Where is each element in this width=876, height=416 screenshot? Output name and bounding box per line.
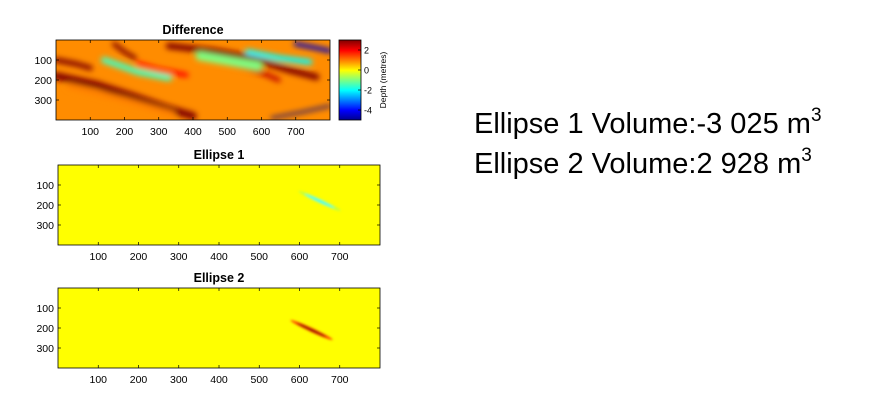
colorbar: 2 0 -2 -4 Depth (metres): [338, 39, 388, 121]
colorbar-tick-label: -2: [364, 86, 372, 96]
x-tick-label: 100: [89, 251, 107, 263]
x-tick-label: 700: [331, 374, 349, 386]
heatmap-band-10: [245, 49, 313, 65]
ellipse-2-volume-text: Ellipse 2 Volume:2 928 m3: [474, 145, 812, 181]
heatmap-bands: [56, 41, 330, 120]
heatmap-background: [58, 288, 380, 368]
colorbar-label: Depth (metres): [378, 51, 388, 108]
panel-title: Difference: [162, 23, 223, 37]
x-tick-label: 500: [250, 251, 268, 263]
colorbar-tick-label: 0: [364, 66, 369, 76]
heatmap-band-1: [56, 72, 197, 120]
y-tick-label: 300: [36, 220, 54, 232]
x-tick-label: 400: [210, 251, 228, 263]
y-tick-label: 300: [34, 95, 52, 107]
colorbar-tick-label: 2: [364, 46, 369, 56]
colorbar-gradient: [338, 39, 362, 121]
x-tick-label: 700: [287, 126, 305, 138]
ellipse-anomaly: [290, 319, 333, 341]
panel-title: Ellipse 1: [194, 148, 245, 162]
heatmap-band-2: [56, 57, 93, 71]
ellipse-2-volume-label: Ellipse 2 Volume:: [474, 148, 697, 180]
ellipse-1-volume-unit: m: [786, 108, 811, 140]
heatmap-band-12: [270, 104, 330, 120]
ellipse-1-volume-text: Ellipse 1 Volume:-3 025 m3: [474, 105, 822, 141]
panel-2: Ellipse 1 100 200 300 400 500 600 700 100 200 300: [36, 148, 381, 263]
panel-1: Difference 100 200 300 400 500 600 700 100 200 300…: [34, 23, 388, 138]
x-tick-label: 500: [250, 374, 268, 386]
y-tick-label: 200: [36, 323, 54, 335]
ellipse-core: [296, 323, 327, 337]
x-tick-label: 300: [170, 374, 188, 386]
heatmap-band-7: [66, 83, 176, 117]
heatmap-background: [56, 40, 330, 120]
ellipse-core: [304, 194, 335, 208]
ellipse-2-volume-value: 2 928: [696, 148, 770, 180]
heatmap-field: [290, 319, 333, 341]
y-tick-label: 300: [36, 343, 54, 355]
ellipse-1-volume-label: Ellipse 1 Volume:: [474, 108, 697, 140]
heatmap-field: [56, 41, 330, 120]
x-tick-label: 100: [81, 126, 99, 138]
heatmap-band-9: [195, 51, 263, 71]
x-tick-label: 400: [184, 126, 202, 138]
y-tick-label: 200: [36, 200, 54, 212]
y-tick-label: 100: [36, 180, 54, 192]
ellipse-1-volume-exponent: 3: [810, 105, 822, 126]
x-tick-label: 500: [218, 126, 236, 138]
x-tick-label: 600: [253, 126, 271, 138]
heatmap-field: [298, 190, 341, 212]
ellipse-1-volume-value: -3 025: [696, 108, 779, 140]
ellipse-2-volume-exponent: 3: [801, 145, 812, 166]
x-tick-label: 300: [170, 251, 188, 263]
ellipse-2-volume-unit: m: [777, 148, 802, 180]
panel-3: Ellipse 2 100 200 300 400 500 600 700 100 200 300: [36, 271, 381, 386]
heatmap-band-4: [165, 42, 320, 81]
x-tick-label: 700: [331, 251, 349, 263]
heatmap-band-11: [293, 41, 330, 54]
x-tick-label: 300: [150, 126, 168, 138]
x-tick-label: 600: [291, 374, 309, 386]
x-tick-label: 400: [210, 374, 228, 386]
y-tick-label: 100: [34, 55, 52, 67]
heatmap-band-8: [101, 57, 172, 81]
x-tick-label: 600: [291, 251, 309, 263]
colorbar-tick-label: -4: [364, 106, 372, 116]
x-tick-label: 200: [116, 126, 134, 138]
x-tick-label: 200: [130, 374, 148, 386]
ellipse-anomaly: [298, 190, 341, 212]
x-tick-label: 200: [130, 251, 148, 263]
heatmap-band-6: [135, 61, 189, 78]
panels-layer: Difference 100 200 300 400 500 600 700 100 200 300…: [34, 23, 388, 386]
heatmap-band-3: [112, 41, 137, 61]
x-tick-label: 100: [89, 374, 107, 386]
y-tick-label: 100: [36, 303, 54, 315]
panel-title: Ellipse 2: [194, 271, 245, 285]
y-tick-label: 200: [34, 75, 52, 87]
